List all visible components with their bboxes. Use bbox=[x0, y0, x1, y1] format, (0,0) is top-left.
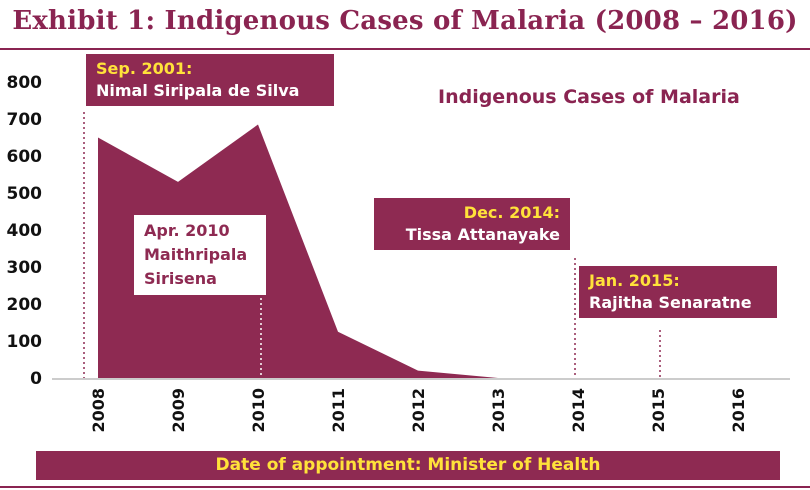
annotation-date: Apr. 2010 bbox=[144, 221, 230, 240]
x-tick-label: 2009 bbox=[169, 388, 188, 433]
title-divider bbox=[0, 48, 810, 50]
annotation-name-line1: Maithripala bbox=[144, 245, 248, 264]
bottom-divider bbox=[0, 486, 810, 488]
y-tick-label: 100 bbox=[7, 332, 43, 352]
y-tick-label: 200 bbox=[7, 295, 43, 315]
y-tick-label: 500 bbox=[7, 184, 43, 204]
x-tick-label: 2011 bbox=[329, 388, 348, 433]
x-tick-label: 2010 bbox=[249, 388, 268, 433]
annotation-date: Dec. 2014: bbox=[463, 203, 560, 222]
x-tick-label: 2014 bbox=[569, 388, 588, 433]
y-axis: 0 100 200 300 400 500 600 700 800 bbox=[7, 73, 43, 389]
annotation-name: Tissa Attanayake bbox=[405, 225, 560, 244]
x-tick-label: 2016 bbox=[729, 388, 748, 433]
y-tick-label: 400 bbox=[7, 221, 43, 241]
x-tick-label: 2008 bbox=[89, 388, 108, 433]
y-tick-label: 600 bbox=[7, 147, 43, 167]
footer-caption: Date of appointment: Minister of Health bbox=[36, 451, 780, 480]
annotation-dec-2014: Dec. 2014: Tissa Attanayake bbox=[374, 198, 570, 250]
x-tick-label: 2015 bbox=[649, 388, 668, 433]
x-tick-label: 2012 bbox=[409, 388, 428, 433]
y-tick-label: 800 bbox=[7, 73, 43, 93]
annotation-apr-2010: Apr. 2010 Maithripala Sirisena bbox=[132, 213, 268, 297]
annotation-date: Jan. 2015: bbox=[589, 271, 680, 290]
annotation-name: Nimal Siripala de Silva bbox=[96, 81, 300, 100]
legend-label: Indigenous Cases of Malaria bbox=[438, 86, 740, 108]
y-tick-label: 700 bbox=[7, 110, 43, 130]
appointment-markers bbox=[83, 112, 661, 378]
y-tick-label: 0 bbox=[30, 369, 42, 389]
annotation-name: Rajitha Senaratne bbox=[589, 293, 752, 312]
x-axis: 2008 2009 2010 2011 2012 2013 2014 2015 2016 bbox=[89, 388, 748, 433]
annotation-date: Sep. 2001: bbox=[96, 59, 193, 78]
y-tick-label: 300 bbox=[7, 258, 43, 278]
annotation-sep-2001: Sep. 2001: Nimal Siripala de Silva bbox=[86, 54, 334, 106]
malaria-cases-area bbox=[98, 124, 498, 378]
annotation-jan-2015: Jan. 2015: Rajitha Senaratne bbox=[579, 266, 777, 318]
annotation-name-line2: Sirisena bbox=[144, 269, 217, 288]
x-tick-label: 2013 bbox=[489, 388, 508, 433]
chart-title: Exhibit 1: Indigenous Cases of Malaria (… bbox=[12, 6, 798, 36]
